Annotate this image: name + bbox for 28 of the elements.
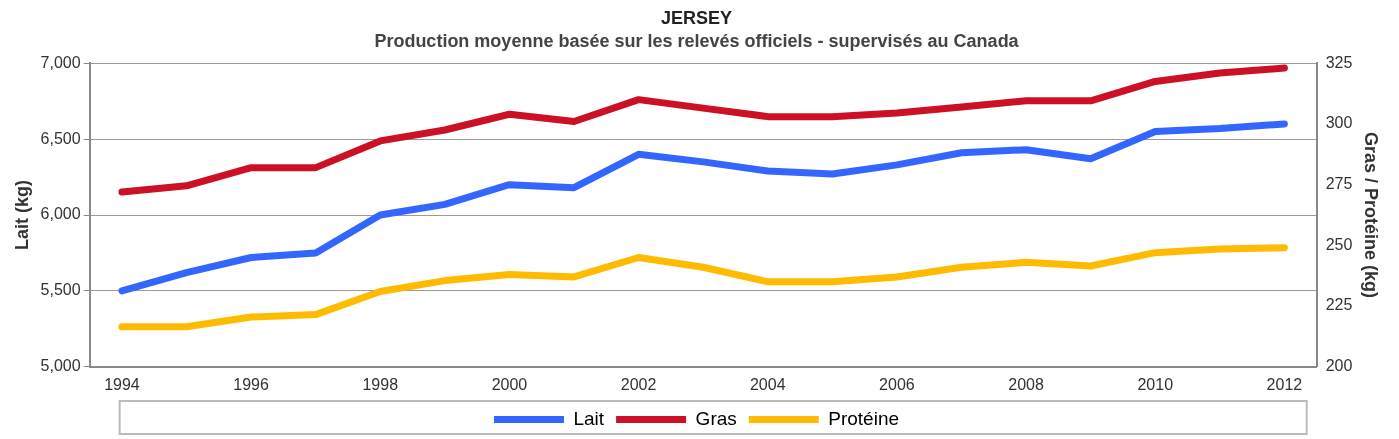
x-tick-label: 2004	[749, 375, 786, 393]
y2-tick-label: 225	[1325, 296, 1353, 314]
y-axis-title: Lait (kg)	[11, 180, 32, 250]
y2-tick-label: 250	[1325, 235, 1353, 253]
x-tick-label: 1994	[104, 375, 140, 393]
x-tick-label: 2008	[1008, 375, 1044, 393]
x-tick-label: 2000	[491, 375, 528, 393]
y-tick-label: 6,000	[40, 205, 81, 223]
x-tick-label: 2002	[620, 375, 657, 393]
y2-tick-label: 275	[1325, 175, 1353, 193]
x-tick-label: 1996	[233, 375, 269, 393]
y2-tick-label: 325	[1325, 53, 1353, 71]
legend-label: Gras	[695, 407, 737, 429]
x-tick-label: 2012	[1266, 375, 1303, 393]
x-tick-label: 2006	[879, 375, 915, 393]
x-tick-label: 1998	[362, 375, 399, 393]
y-tick-label: 7,000	[40, 53, 81, 71]
chart-subtitle: Production moyenne basée sur les relevés officiels - supervisés au Canada	[374, 31, 1020, 52]
y2-axis-title: Gras / Protéine (kg)	[1361, 131, 1382, 299]
y2-tick-label: 300	[1325, 114, 1353, 132]
y-tick-label: 5,500	[40, 281, 81, 299]
y2-tick-label: 200	[1325, 357, 1353, 375]
y-tick-label: 5,000	[40, 357, 81, 375]
legend-label: Lait	[573, 407, 605, 429]
y-tick-label: 6,500	[40, 129, 81, 147]
chart-title: JERSEY	[660, 7, 733, 28]
legend-label: Protéine	[828, 407, 900, 429]
x-tick-label: 2010	[1137, 375, 1174, 393]
